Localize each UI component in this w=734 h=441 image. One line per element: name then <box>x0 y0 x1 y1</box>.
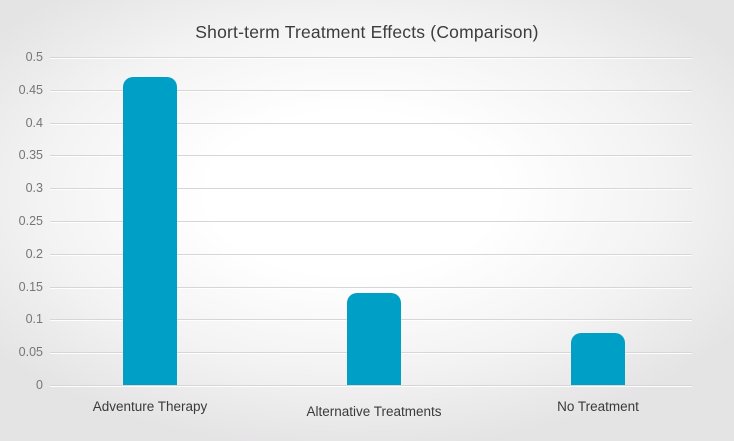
gridline: 0.5 <box>26 50 692 64</box>
y-tick-label: 0.45 <box>18 83 43 97</box>
bar-column <box>38 57 262 385</box>
y-tick-label: 0 <box>36 378 43 392</box>
bar-column <box>486 57 710 385</box>
y-tick-label: 0.3 <box>25 181 43 195</box>
y-tick-label: 0.5 <box>25 50 43 64</box>
x-axis-label-adventure-therapy: Adventure Therapy <box>92 399 208 414</box>
y-tick-label: 0.15 <box>18 280 43 294</box>
gridline: 0.4 <box>26 116 692 130</box>
y-tick-label: 0.05 <box>18 345 43 359</box>
x-axis-labels: Adventure Therapy Alternative Treatments N… <box>38 399 710 419</box>
gridline: 0.3 <box>26 181 692 195</box>
bar-adventure-therapy[interactable] <box>123 77 177 385</box>
chart-title: Short-term Treatment Effects (Comparison… <box>195 22 539 42</box>
x-axis-label-alternative-treatments: Alternative Treatments <box>306 404 442 419</box>
y-tick-label: 0.2 <box>25 247 43 261</box>
y-tick-label: 0.35 <box>18 148 43 162</box>
x-axis-label-no-treatment: No Treatment <box>557 399 639 414</box>
bar-column <box>262 57 486 385</box>
gridline: 0.2 <box>26 247 692 261</box>
bar-alternative-treatments[interactable] <box>347 293 401 385</box>
y-tick-label: 0.1 <box>25 312 43 326</box>
bar-no-treatment[interactable] <box>571 333 625 385</box>
bars-container <box>38 57 710 385</box>
gridline: 0.35 <box>19 148 692 162</box>
gridline: 0.45 <box>19 83 692 97</box>
gridline: 0.15 <box>19 280 692 294</box>
y-tick-label: 0.25 <box>18 214 43 228</box>
gridline: 0.25 <box>19 214 692 228</box>
gridline: 0 <box>36 378 692 392</box>
y-tick-label: 0.4 <box>25 116 43 130</box>
